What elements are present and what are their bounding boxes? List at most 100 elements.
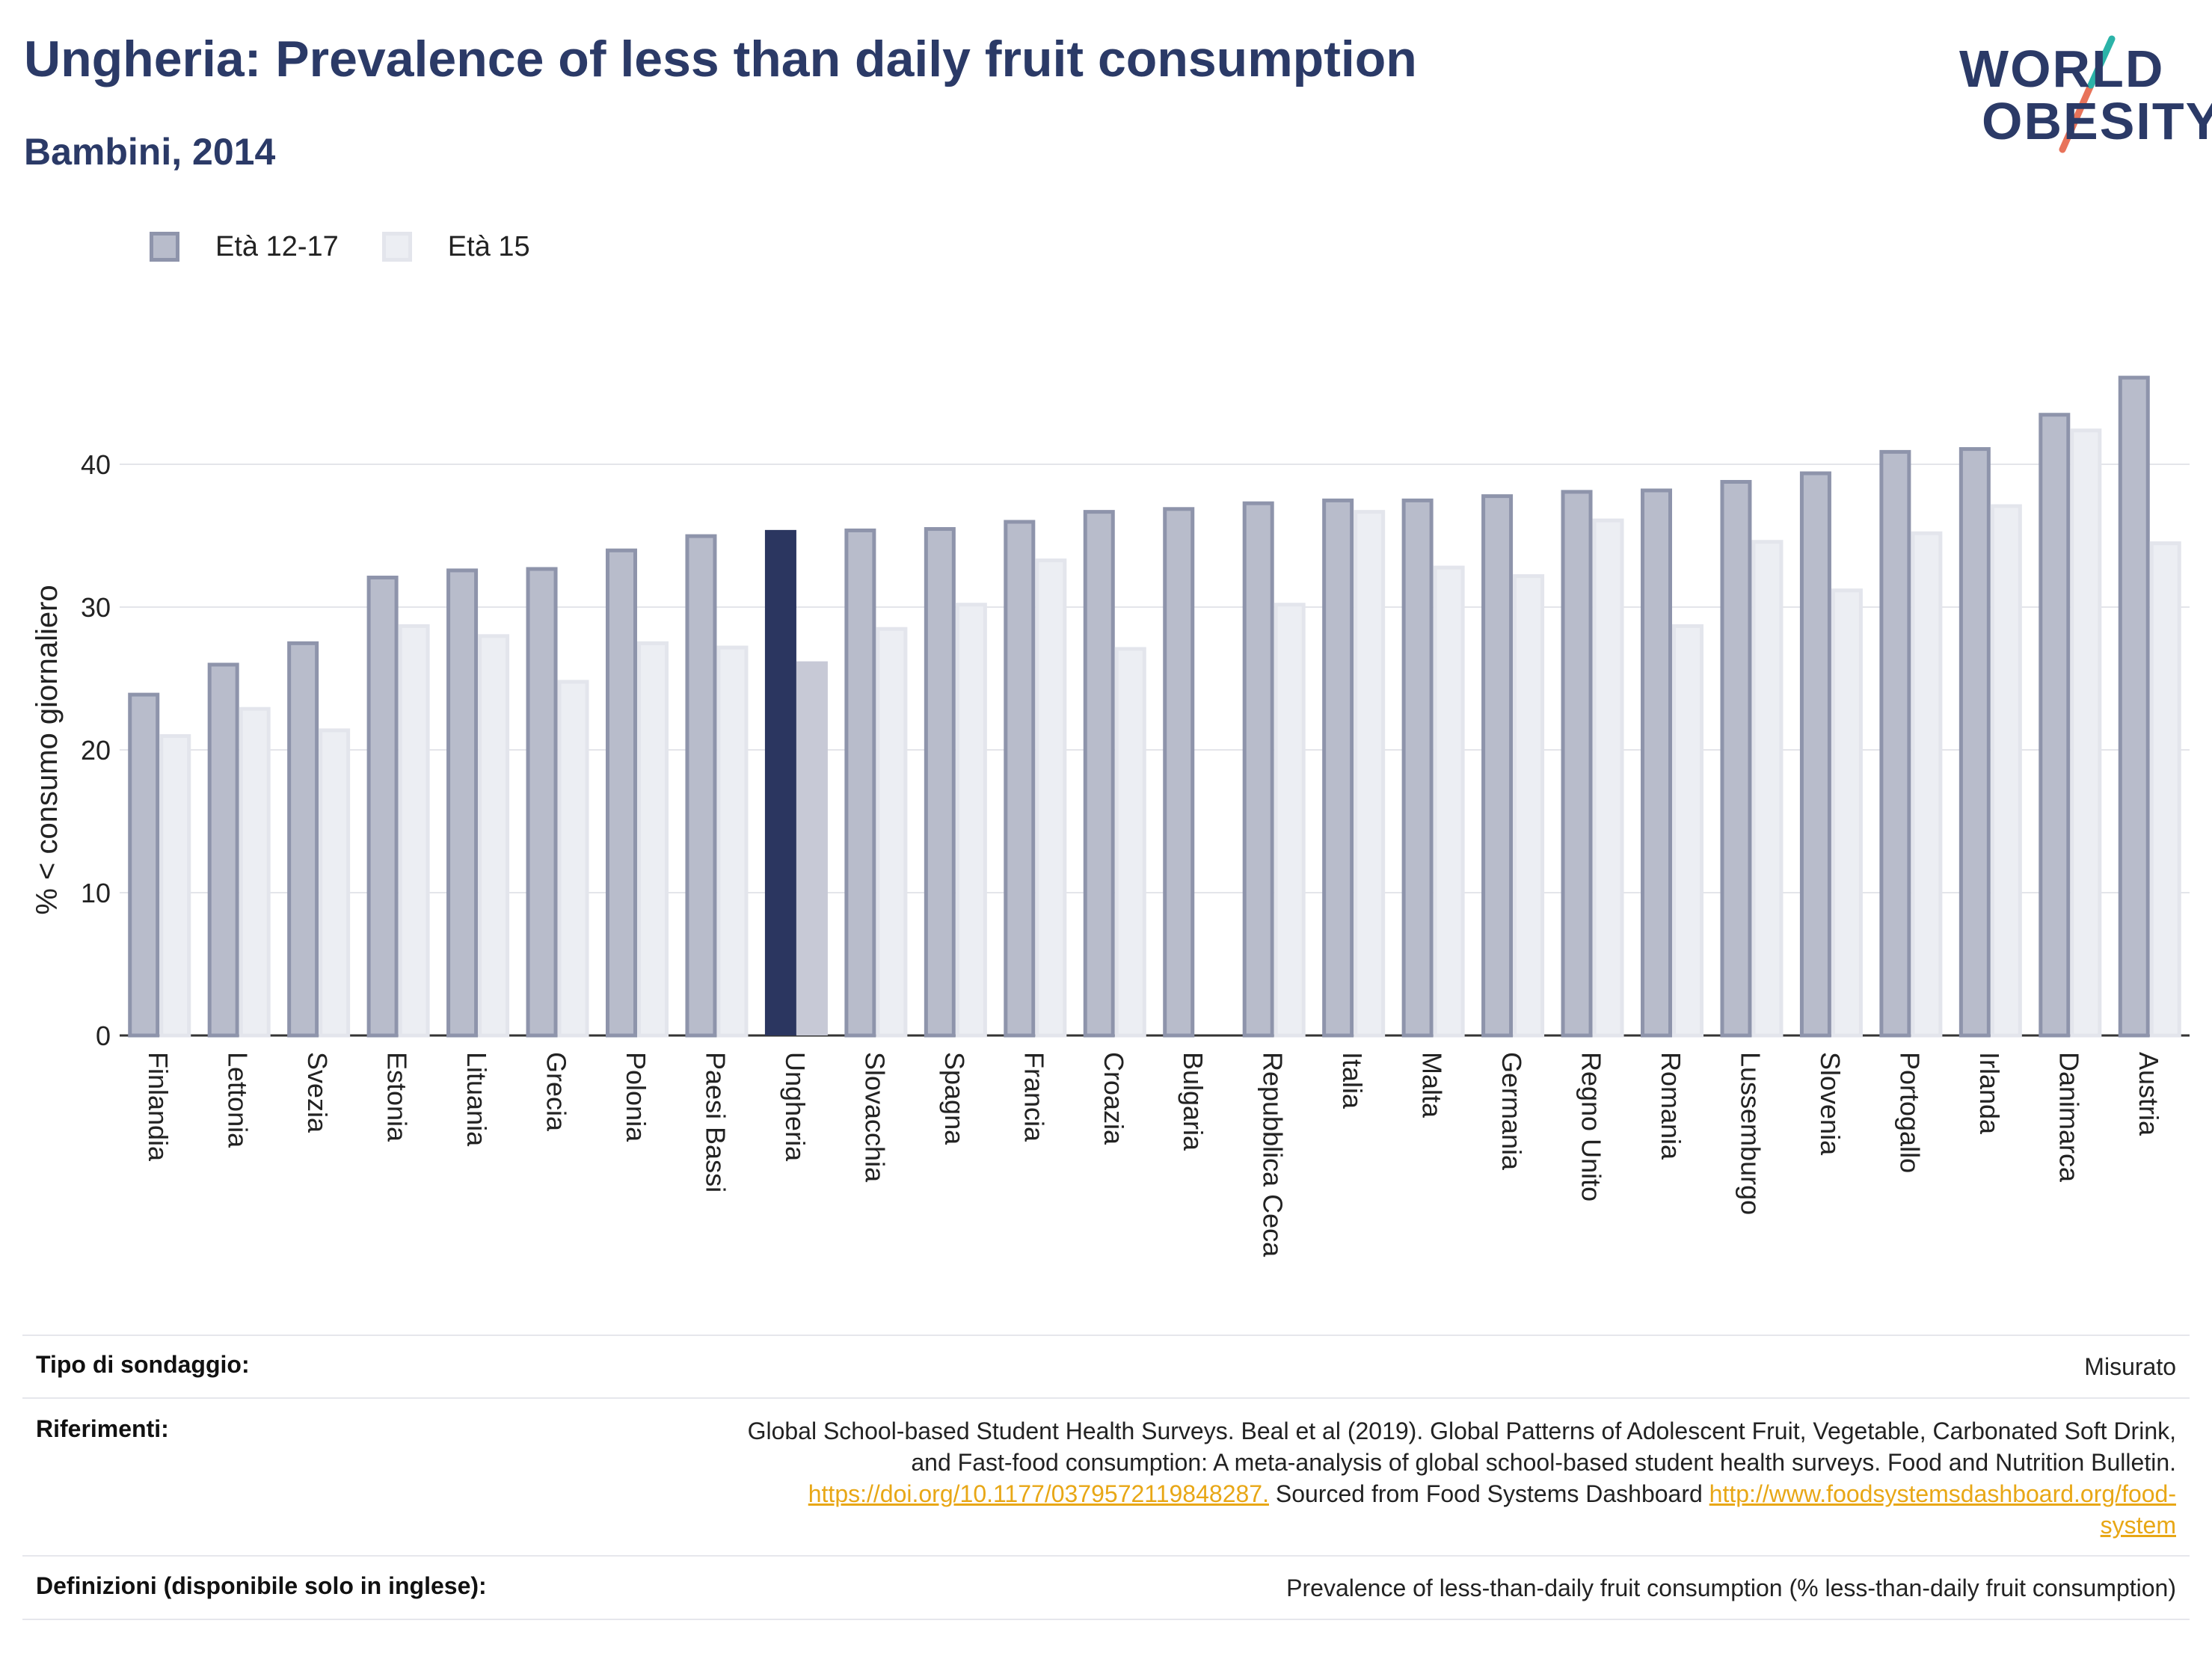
x-tick-label: Lettonia [223,1052,254,1148]
survey-type-row: Tipo di sondaggio: Misurato [22,1351,2190,1388]
bar-eta-15 [319,728,351,1038]
bar-eta-15 [478,634,510,1038]
x-tick-label: Croazia [1099,1052,1129,1145]
chart-title: Ungheria: Prevalence of less than daily … [24,31,1417,87]
references-text-line2: and Fast-food consumption: A meta-analys… [911,1449,2176,1476]
bar-eta-12-17 [606,548,637,1038]
y-tick-label: 10 [81,878,111,908]
bar-eta-12-17 [1799,471,1831,1038]
x-tick-label: Austria [2133,1052,2164,1136]
bar-eta-15 [1354,510,1386,1038]
survey-type-label: Tipo di sondaggio: [36,1351,250,1378]
bar-eta-15 [2149,541,2181,1038]
x-tick-label: Germania [1496,1052,1527,1171]
bar-eta-12-17 [446,568,479,1038]
references-text-line4: system [748,1509,2176,1541]
bar-eta-12-17 [1641,488,1672,1038]
dashboard-link[interactable]: http://www.foodsystemsdashboard.org/food… [1709,1480,2176,1507]
x-tick-label: Polonia [621,1052,651,1142]
bar-eta-12-17 [1083,510,1115,1038]
x-tick-label: Lussemburgo [1735,1052,1766,1215]
bar-eta-15 [1114,647,1146,1038]
bar-eta-15 [1035,558,1067,1038]
x-tick-label: Malta [1417,1052,1448,1118]
bar-eta-15 [1751,540,1784,1038]
references-value: Global School-based Student Health Surve… [748,1415,2176,1541]
bar-eta-12-17 [764,529,796,1035]
x-tick-label: Italia [1337,1052,1368,1109]
world-obesity-logo: WORLD OBESITY [1952,22,2212,157]
bar-eta-12-17 [526,567,558,1038]
x-tick-label: Bulgaria [1178,1052,1208,1151]
bar-eta-12-17 [366,575,399,1038]
x-tick-label: Slovacchia [859,1052,890,1183]
logo-text-obesity: OBESITY [1982,92,2212,150]
bar-eta-15 [159,733,191,1038]
legend-item-eta-15[interactable]: Età 15 [381,230,530,263]
y-tick-label: 0 [96,1021,111,1051]
bar-eta-12-17 [1401,498,1434,1038]
bar-eta-12-17 [844,528,876,1038]
bar-eta-15 [398,624,430,1038]
bar-chart: 0 10 20 30 40 % < consumo giornaliero Finlandi… [31,375,2190,1258]
bar-eta-12-17 [207,662,239,1038]
bar-eta-15 [637,641,669,1038]
references-text-line1: Global School-based Student Health Surve… [747,1418,2176,1444]
x-tick-label: Danimarca [2053,1052,2084,1183]
dashboard-link-cont[interactable]: system [2100,1512,2176,1539]
legend-label-eta-15: Età 15 [447,230,530,262]
x-tick-label: Paesi Bassi [700,1052,731,1192]
metadata-divider [22,1335,2190,1336]
bar-eta-12-17 [685,534,717,1038]
x-tick-label: Spagna [939,1052,970,1145]
bar-eta-12-17 [1879,449,1911,1038]
references-label: Riferimenti: [36,1415,169,1442]
bar-eta-15 [955,603,987,1038]
bar-eta-15 [1274,603,1306,1038]
bar-eta-15 [876,627,908,1038]
bar-eta-15 [1592,518,1624,1038]
bar-eta-15 [1513,574,1545,1038]
definitions-row: Definizioni (disponibile solo in inglese… [22,1572,2190,1610]
references-text-line3: https://doi.org/10.1177/0379572119848287… [748,1478,2176,1509]
definitions-value: Prevalence of less-than-daily fruit cons… [1286,1575,2176,1601]
bar-eta-15 [1911,531,1943,1038]
bar-eta-15 [557,680,589,1038]
metadata-divider [22,1555,2190,1557]
bar-eta-12-17 [287,641,319,1038]
bar-eta-12-17 [1720,480,1752,1038]
references-mid-text: Sourced from Food Systems Dashboard [1268,1480,1709,1507]
bar-eta-12-17 [1322,498,1354,1038]
doi-link[interactable]: https://doi.org/10.1177/0379572119848287… [808,1480,1269,1507]
bar-eta-15 [1990,504,2022,1038]
bar-eta-15 [2070,428,2102,1038]
metadata-divider [22,1619,2190,1620]
x-tick-label: Romania [1656,1052,1686,1160]
bar-eta-15 [1433,565,1465,1038]
bar-eta-15 [239,707,271,1038]
bar-eta-12-17 [924,527,956,1038]
survey-type-value: Misurato [2084,1353,2176,1380]
bar-eta-15 [796,661,828,1035]
y-tick-label: 30 [81,592,111,623]
bar-eta-12-17 [1004,520,1036,1038]
x-tick-label: Slovenia [1815,1052,1846,1156]
x-tick-label: Ungheria [780,1052,811,1162]
x-tick-label: Francia [1019,1052,1049,1142]
x-tick-label: Regno Unito [1576,1052,1607,1201]
chart-subtitle: Bambini, 2014 [24,131,276,173]
references-row: Riferimenti: Global School-based Student… [22,1415,2190,1550]
legend-item-eta-12-17[interactable]: Età 12-17 [150,231,339,263]
bar-eta-12-17 [1561,490,1593,1038]
x-tick-label: Repubblica Ceca [1258,1052,1288,1258]
bar-eta-12-17 [2039,413,2071,1038]
x-tick-label: Estonia [382,1052,413,1142]
x-tick-label: Finlandia [143,1052,173,1162]
chart-legend: Età 12-17 Età 15 [150,224,574,269]
metadata-divider [22,1397,2190,1399]
bar-eta-12-17 [1481,494,1514,1038]
bar-eta-12-17 [1958,447,1991,1038]
logo-slash-icon [2059,35,2116,153]
bar-eta-12-17 [1242,501,1274,1038]
y-tick-label: 40 [81,449,111,480]
